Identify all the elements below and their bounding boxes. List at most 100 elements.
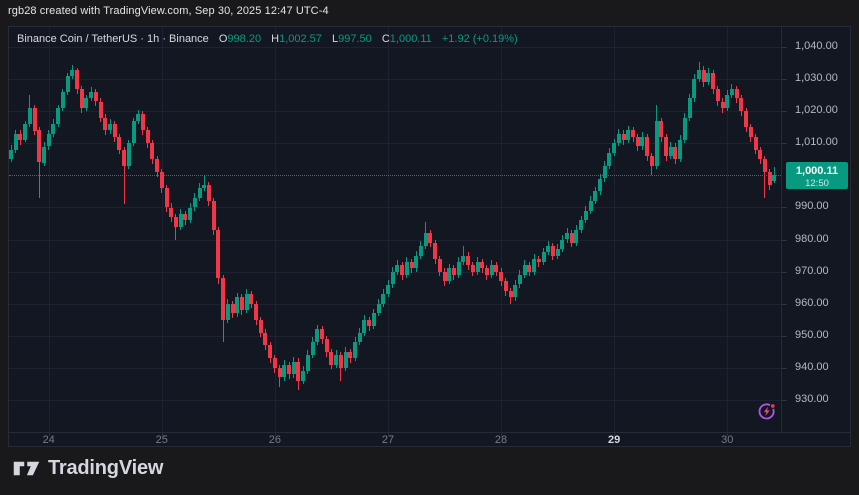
candle-up — [414, 255, 419, 269]
candle-up — [13, 133, 18, 150]
candle-down — [117, 136, 122, 150]
candle-down — [621, 133, 626, 140]
candle-up — [282, 364, 287, 378]
time-tick-mark — [727, 433, 729, 436]
time-axis-label: 27 — [381, 434, 395, 446]
candle-up — [301, 371, 306, 381]
candle-up — [89, 91, 94, 99]
candle-down — [400, 265, 405, 275]
candle-down — [673, 146, 678, 160]
plot-area[interactable]: Binance Coin / TetherUS · 1h · Binance O… — [9, 27, 781, 432]
time-tick-mark — [501, 433, 503, 436]
candle-up — [607, 152, 612, 166]
legend: Binance Coin / TetherUS · 1h · Binance O… — [17, 33, 518, 45]
time-tick-mark — [387, 433, 389, 436]
lightning-circle-icon[interactable] — [757, 401, 777, 421]
chart-panel: Binance Coin / TetherUS · 1h · Binance O… — [8, 26, 851, 447]
candle-down — [550, 246, 555, 256]
price-tick-label: 990.00 — [795, 200, 829, 213]
candle-up — [178, 213, 183, 227]
open-value: 998.20 — [227, 33, 262, 45]
candle-up — [546, 246, 551, 253]
candle-down — [338, 355, 343, 368]
candle-down — [753, 136, 758, 150]
candle-down — [569, 233, 574, 243]
price-tick-label: 1,020.00 — [795, 104, 838, 117]
candle-up — [9, 149, 13, 160]
candle-down — [631, 130, 635, 137]
candle-down — [239, 297, 244, 311]
candle-up — [56, 108, 61, 124]
candle-up — [687, 98, 692, 118]
candle-up — [315, 329, 320, 343]
candle-up — [51, 124, 56, 134]
time-tick-mark — [614, 433, 616, 436]
candle-down — [268, 345, 273, 359]
candle-wick-down — [38, 127, 40, 198]
candle-down — [748, 127, 753, 137]
candle-up — [244, 294, 249, 311]
candle-up — [574, 229, 579, 243]
time-axis-label: 28 — [494, 434, 508, 446]
footer: TradingView — [0, 448, 859, 495]
candle-up — [612, 143, 617, 153]
low-label: L — [331, 33, 339, 45]
candle-up — [108, 124, 112, 131]
candle-down — [762, 159, 767, 173]
candle-up — [626, 130, 631, 140]
candle-down — [711, 72, 716, 89]
candle-down — [155, 159, 160, 173]
candle-wick-up — [203, 175, 205, 192]
candle-down — [744, 111, 749, 128]
candle-up — [381, 294, 386, 304]
time-axis-label: 26 — [268, 434, 281, 446]
candle-up — [362, 319, 367, 333]
candle-up — [579, 220, 584, 230]
candle-up — [192, 197, 197, 208]
candle-down — [348, 351, 353, 359]
candle-up — [188, 207, 193, 221]
candle-up — [541, 252, 546, 262]
candle-down — [103, 117, 108, 131]
candle-up — [70, 69, 75, 76]
candle-down — [739, 98, 744, 112]
price-tick-label: 960.00 — [795, 296, 829, 309]
price-tick-mark — [782, 207, 787, 209]
candle-up — [654, 120, 659, 166]
candle-up — [404, 262, 409, 275]
candle-up — [588, 201, 593, 211]
high-label: H — [271, 33, 280, 45]
time-axis[interactable]: 24 25 26 27 28 29 30 — [9, 432, 850, 447]
candle-up — [23, 124, 28, 140]
candle-down — [211, 201, 216, 230]
candle-down — [767, 172, 772, 185]
candle-up — [395, 265, 400, 272]
candle-up — [202, 185, 207, 189]
candle-down — [258, 319, 263, 333]
candle-up — [131, 120, 136, 144]
low-value: 997.50 — [338, 33, 372, 45]
candle-down — [451, 268, 456, 275]
close-label: C — [381, 33, 390, 45]
time-axis-label: 29 — [608, 434, 621, 446]
grid-line-v — [274, 27, 276, 432]
candle-down — [320, 329, 324, 339]
price-axis[interactable]: 1,000.11 12:50 1,040.00 1,030.00 1,020.00 1… — [781, 27, 851, 432]
candle-wick-down — [175, 213, 177, 240]
price-tick-mark — [782, 79, 787, 81]
symbol-title[interactable]: Binance Coin / TetherUS · 1h · Binance — [17, 33, 209, 45]
candle-up — [517, 274, 522, 285]
candle-down — [173, 217, 178, 227]
tradingview-logo[interactable]: TradingView — [13, 457, 163, 480]
candle-down — [484, 268, 489, 275]
candle-down — [499, 271, 503, 282]
candle-up — [729, 88, 734, 96]
change-value: +1.92 (+0.19%) — [441, 33, 518, 45]
candle-down — [734, 88, 739, 99]
candle-down — [442, 271, 447, 282]
price-tick-label: 1,040.00 — [795, 40, 838, 52]
candle-down — [249, 294, 254, 304]
candle-down — [324, 339, 329, 352]
price-tick-label: 980.00 — [795, 232, 829, 245]
candle-down — [79, 88, 84, 108]
